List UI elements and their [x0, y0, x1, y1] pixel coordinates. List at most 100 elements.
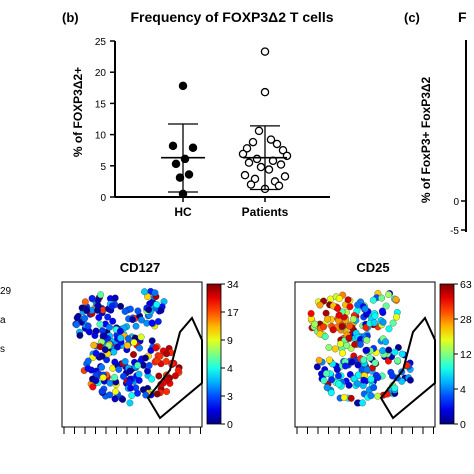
gate-outline [379, 316, 436, 420]
data-point [256, 162, 266, 172]
tsne-cell-dot [391, 348, 399, 356]
tsne-cell-dot [141, 288, 148, 296]
tsne-cell-dot [111, 294, 119, 302]
data-point [260, 87, 270, 97]
tsne-cell-dot [360, 356, 368, 364]
tsne-cell-dot [96, 320, 104, 328]
gate-outline [146, 316, 203, 420]
colorbar-tick-label: 0 [227, 419, 233, 431]
tsne-cell-dot [389, 319, 397, 327]
tsne-cell-dot [339, 349, 346, 357]
colorbar-tick-label: 17 [227, 307, 239, 319]
tsne-cell-dot [348, 358, 356, 366]
tsne-cell-dot [367, 392, 375, 400]
tsne-cell-dot [378, 307, 386, 315]
tsne-cell-dot [126, 367, 134, 375]
tsne-cell-dot [136, 344, 143, 352]
data-point [238, 149, 248, 159]
tsne-cell-dot [106, 391, 114, 399]
x-tick-label: HC [174, 205, 192, 219]
tsne-cell-dot [155, 372, 163, 380]
tsne-cell-dot [321, 333, 329, 341]
data-point [171, 159, 181, 169]
left-edge-fragments: 29 a s [0, 286, 12, 355]
data-point [250, 174, 260, 184]
data-point [184, 170, 194, 179]
tsne-cell-dot [336, 340, 344, 348]
data-points [168, 47, 292, 199]
tsne-cell-dot [379, 347, 387, 355]
y-tick-label: 0 [100, 193, 106, 204]
tsne-cell-dot [95, 314, 103, 321]
tsne-cell-dot [130, 351, 137, 358]
tsne-cell-dot [313, 363, 321, 371]
data-point [246, 180, 256, 189]
tsne-cell-dot [327, 389, 335, 397]
tsne-cell-dot [311, 320, 319, 328]
data-point [248, 137, 258, 147]
tsne-cell-dot [116, 327, 124, 335]
tsne-cell-dot [335, 380, 343, 388]
tsne-cell-dot [345, 334, 353, 342]
data-point [278, 145, 288, 155]
tsne-cell-dot [360, 376, 368, 384]
tsne-cell-dot [356, 340, 364, 348]
tsne-cell-dot [346, 303, 354, 311]
tsne-cell-dot [398, 350, 406, 358]
tsne-cell-dot [128, 392, 136, 399]
tsne-cell-dot [135, 376, 143, 384]
data-point [178, 81, 188, 91]
tsne-cell-dot [108, 302, 116, 310]
tsne-cell-dot [137, 333, 145, 341]
tsne-cell-dot [371, 359, 379, 367]
tsne-cell-dot [153, 390, 161, 398]
tsne-cell-dot [379, 318, 387, 326]
tsne-cell-dot [117, 302, 125, 310]
y-tick-label: 20 [95, 68, 107, 79]
tsne-cell-dot [127, 384, 135, 392]
tsne-cell-dot [307, 310, 315, 317]
tsne-cell-dot [92, 327, 100, 335]
data-point [274, 181, 284, 191]
tsne-cell-dot [315, 356, 323, 364]
tsne-cell-dot [374, 374, 382, 382]
tsne-cell-dot [112, 388, 120, 396]
data-point [188, 143, 198, 152]
tsne-cell-dot [340, 393, 348, 401]
tsne-cell-dot [129, 316, 137, 324]
colorbar-tick-label: 28 [460, 314, 472, 326]
data-point [276, 160, 286, 169]
tsne-cell-dot [84, 322, 92, 330]
panel-b: (b) Frequency of FOXP3Δ2 T cells % of FO… [62, 9, 334, 219]
tsne-cell-dot [73, 321, 80, 329]
tsne-cell-dot [145, 362, 153, 369]
tsne-cell-dot [97, 291, 105, 299]
tsne-cell-dot [363, 336, 371, 344]
tsne-cell-dot [366, 354, 374, 362]
tsne-cell-dot [134, 307, 142, 315]
tsne-cell-dot [320, 323, 328, 331]
tsne-cell-dot [335, 311, 343, 319]
tsne-cell-dot [322, 370, 330, 377]
tsne-cell-dot [334, 305, 342, 312]
data-point [168, 141, 178, 151]
tsne-cell-dot [121, 307, 129, 315]
tsne-cell-dot [92, 349, 100, 357]
panel-b-label: (b) [62, 10, 79, 25]
tsne-cell-dot [104, 313, 112, 321]
tsne-cell-dot [111, 358, 119, 366]
colorbar-tick-label: 4 [460, 384, 466, 396]
colorbar-tick-label: 34 [227, 279, 239, 291]
tsne-cell-dot [162, 357, 170, 365]
tsne-cell-dot [154, 318, 162, 325]
y-tick-label: 25 [95, 37, 107, 48]
tsne-cell-dot [385, 291, 393, 298]
tsne-cell-dot [382, 302, 390, 310]
tsne-cell-dot [374, 392, 382, 400]
tsne-cell-dot [151, 289, 159, 297]
tsne-cell-dot [130, 338, 138, 346]
panel-c: (c) F % of FoxP3+ FoxP3Δ2 0 -5 [404, 9, 467, 237]
tsne-cell-dot [92, 377, 100, 385]
tsne-cd25-title: CD25 [356, 260, 389, 275]
